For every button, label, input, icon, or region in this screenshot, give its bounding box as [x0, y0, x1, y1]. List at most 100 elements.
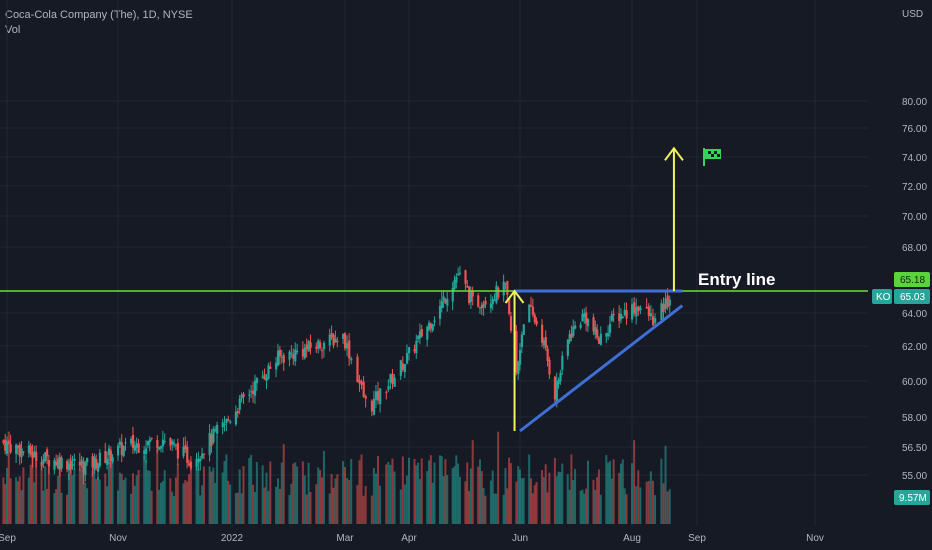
candle-body — [332, 334, 335, 346]
volume-bar — [480, 471, 483, 524]
candle-body — [660, 303, 663, 320]
candle-body — [457, 273, 460, 276]
candle-body — [568, 334, 571, 342]
candle-body — [184, 445, 187, 450]
candle-body — [594, 327, 597, 335]
volume-bar — [336, 474, 339, 524]
volume-bar — [195, 460, 198, 524]
volume-bar — [639, 487, 642, 524]
volume-bar — [528, 454, 531, 524]
candle-body — [199, 458, 202, 462]
volume-bar — [250, 454, 253, 524]
volume-bar — [197, 468, 200, 524]
candle-body — [408, 347, 411, 354]
volume-bar — [548, 472, 551, 524]
candle-body — [493, 300, 496, 302]
candle-body — [403, 363, 407, 373]
volume-bar — [581, 489, 584, 524]
candle-body — [561, 355, 564, 370]
volume-bar — [597, 469, 600, 524]
volume-bar — [135, 475, 138, 524]
candle-body — [583, 313, 586, 318]
volume-bar — [122, 480, 125, 524]
candle-body — [618, 313, 621, 321]
price-scale-panel[interactable] — [868, 0, 932, 526]
volume-bar — [225, 454, 228, 524]
candle-body — [2, 440, 5, 443]
candle-body — [426, 326, 429, 340]
candle-body — [334, 338, 337, 343]
volume-bar — [426, 470, 429, 524]
volume-bar — [542, 477, 545, 524]
drawing-overlay — [0, 146, 868, 433]
candle-body — [489, 303, 493, 309]
volume-bar — [143, 455, 146, 524]
time-tick-label: Aug — [623, 533, 641, 544]
price-tick-label: 55.00 — [902, 471, 927, 482]
candle-body — [360, 381, 363, 385]
volume-bar — [130, 493, 133, 524]
candle-body — [261, 376, 264, 378]
volume-indicator-label[interactable]: Vol — [5, 24, 21, 36]
volume-bar — [346, 477, 349, 524]
candle-body — [370, 400, 374, 412]
volume-bar — [360, 454, 363, 524]
volume-bar — [594, 489, 597, 524]
volume-bar — [442, 476, 445, 524]
volume-bar — [502, 494, 505, 524]
volume-bar — [91, 470, 94, 524]
volume-bar — [544, 464, 547, 524]
volume-bar — [305, 494, 308, 524]
volume-bar — [531, 493, 534, 524]
volume-bar — [173, 495, 176, 524]
candle-body — [668, 299, 671, 306]
candle-body — [109, 450, 112, 462]
candle-body — [315, 347, 318, 349]
volume-bar — [9, 478, 12, 524]
candle-body — [574, 325, 577, 329]
time-tick-label: Apr — [401, 533, 417, 544]
volume-bar — [229, 484, 232, 524]
volume-bar — [265, 472, 268, 524]
candle-body — [42, 459, 45, 464]
candle-body — [608, 323, 612, 333]
volume-bar — [561, 463, 564, 524]
volume-bar — [150, 490, 153, 524]
volume-bar — [471, 440, 474, 524]
volume-bar — [288, 494, 291, 524]
target-arrow-head — [504, 289, 525, 304]
candle-body — [635, 306, 638, 317]
volume-bar — [332, 487, 335, 524]
volume-bar — [280, 462, 283, 524]
candle-body — [158, 447, 161, 450]
volume-bar — [212, 467, 215, 524]
volume-bar — [261, 465, 264, 524]
symbol-title[interactable]: Coca-Cola Company (The), 1D, NYSE — [5, 9, 193, 21]
candle-body — [464, 270, 467, 284]
volume-bar — [161, 480, 164, 524]
candle-body — [451, 288, 454, 302]
volume-bar — [477, 466, 480, 524]
candle-body — [212, 428, 215, 443]
volume-bar — [612, 459, 615, 524]
candle-body — [350, 358, 353, 361]
volume-bar — [275, 486, 278, 524]
time-scale-panel[interactable] — [0, 526, 932, 550]
candle-body — [544, 337, 547, 348]
candle-body — [530, 305, 533, 307]
candle-body — [67, 463, 71, 471]
candle-body — [438, 305, 442, 319]
candle-body — [597, 338, 601, 344]
candle-body — [31, 452, 34, 459]
candle-body — [214, 429, 217, 431]
volume-bar — [610, 478, 613, 524]
triangle-support-line — [519, 304, 684, 433]
candle-body — [319, 342, 322, 349]
candle-body — [362, 381, 365, 398]
volume-bar — [106, 486, 109, 524]
price-tick-label: 76.00 — [902, 124, 927, 135]
candle-body — [84, 462, 87, 476]
volume-bar — [364, 486, 367, 524]
volume-bar — [420, 458, 423, 524]
